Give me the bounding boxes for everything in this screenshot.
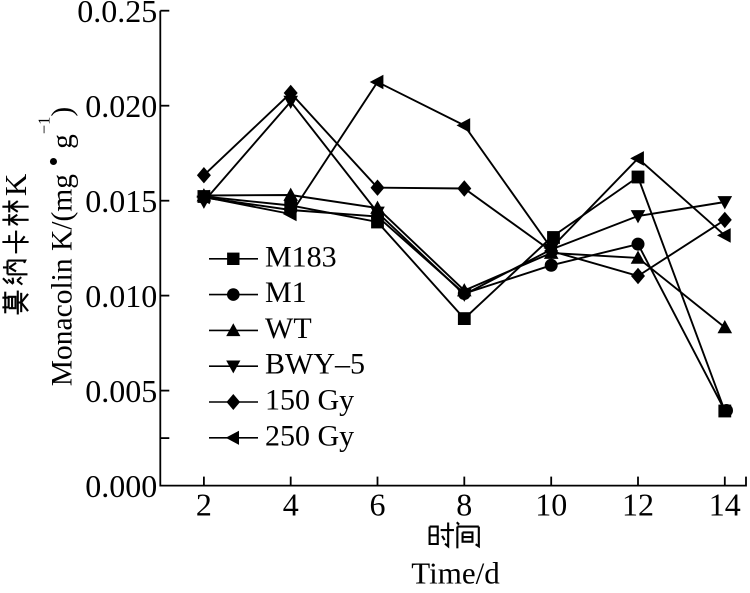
svg-text:8: 8 [456,486,472,522]
svg-text:0.0.25: 0.0.25 [77,0,157,29]
svg-text:12: 12 [622,486,654,522]
svg-text:M183: M183 [265,240,337,273]
svg-text:M1: M1 [265,276,307,309]
svg-text:14: 14 [709,486,741,522]
svg-text:0.000: 0.000 [85,468,157,504]
svg-text:0.010: 0.010 [85,278,157,314]
svg-text:250 Gy: 250 Gy [265,419,354,452]
svg-text:0.005: 0.005 [85,373,157,409]
svg-text:0.020: 0.020 [85,88,157,124]
svg-text:K: K [0,173,33,196]
svg-text:WT: WT [265,312,312,345]
svg-text:2: 2 [196,486,212,522]
svg-text:BWY–5: BWY–5 [265,348,365,381]
svg-text:Time/d: Time/d [411,556,500,589]
svg-text:150 Gy: 150 Gy [265,384,354,417]
svg-text:0.015: 0.015 [85,183,157,219]
svg-text:10: 10 [535,486,567,522]
svg-text:4: 4 [283,486,299,522]
svg-text:6: 6 [370,486,386,522]
